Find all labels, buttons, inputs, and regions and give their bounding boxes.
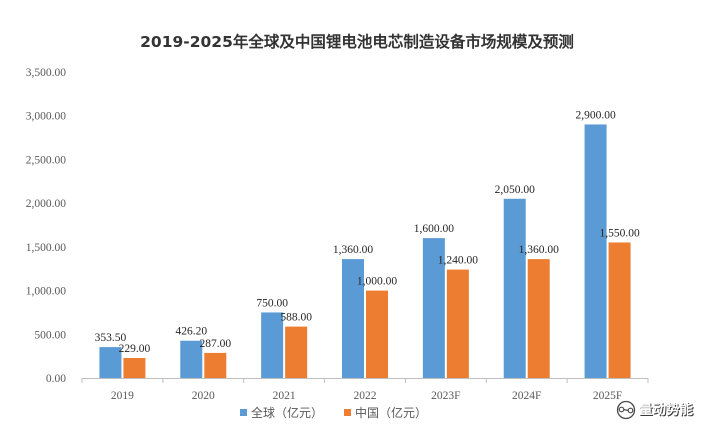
data-label-china: 1,240.00 (438, 255, 479, 267)
y-tick-label: 3,500.00 (26, 67, 67, 79)
bar-china (608, 242, 631, 378)
y-tick-label: 1,000.00 (26, 286, 67, 298)
data-label-global: 1,360.00 (333, 244, 374, 256)
data-label-global: 426.20 (175, 326, 207, 338)
x-tick-label: 2019 (111, 390, 134, 402)
data-label-china: 588.00 (280, 312, 312, 324)
y-tick-label: 2,000.00 (26, 198, 67, 210)
watermark-text: 量动势能 (639, 401, 693, 418)
data-label-china: 1,360.00 (519, 244, 560, 256)
data-label-china: 1,000.00 (357, 276, 398, 288)
watermark-text-shadow: 量动势能 (640, 402, 694, 419)
bar-global (180, 340, 203, 378)
data-label-global: 2,050.00 (495, 184, 536, 196)
bar-china (446, 269, 469, 378)
bar-china (204, 352, 227, 378)
watermark: 量动势能 量动势能 (616, 400, 694, 420)
bar-china (527, 259, 550, 378)
data-label-china: 287.00 (199, 338, 231, 350)
x-tick-label: 2025F (593, 390, 622, 402)
legend-swatch (240, 409, 247, 416)
y-tick-label: 3,000.00 (26, 111, 67, 123)
wechat-icon (616, 400, 636, 420)
legend-label: 中国（亿元） (355, 405, 427, 420)
y-tick-label: 2,500.00 (26, 154, 67, 166)
y-tick-label: 500.00 (34, 329, 66, 341)
data-label-global: 1,600.00 (414, 223, 455, 235)
bar-global (422, 238, 445, 378)
data-label-china: 1,550.00 (599, 227, 640, 239)
data-label-global: 353.50 (95, 332, 127, 344)
x-tick-label: 2021 (273, 390, 296, 402)
bar-china (285, 326, 308, 378)
chart-title: 2019-2025年全球及中国锂电池电芯制造设备市场规模及预测 (140, 32, 574, 51)
bar-china (123, 357, 146, 378)
data-labels: 353.50 426.20 750.00 1,360.00 1,600.00 2,050.… (95, 109, 640, 355)
x-tick-label: 2023F (431, 390, 460, 402)
data-label-china: 229.00 (119, 343, 151, 355)
x-tick-label: 2022 (354, 390, 377, 402)
bars (99, 124, 631, 378)
y-tick-label: 0.00 (46, 373, 66, 385)
bar-global (342, 259, 364, 378)
bar-global (99, 347, 122, 378)
x-axis: 2019 2020 2021 2022 2023F 2024F 2025F (81, 378, 649, 402)
bar-global (584, 124, 607, 378)
legend-swatch (344, 409, 351, 416)
y-tick-label: 1,500.00 (26, 242, 67, 254)
data-label-global: 750.00 (256, 297, 288, 309)
bar-global (503, 198, 526, 378)
data-label-global: 2,900.00 (575, 109, 616, 121)
legend: 全球（亿元） 中国（亿元） (240, 405, 427, 420)
bar-global (261, 312, 284, 378)
x-tick-label: 2024F (512, 390, 541, 402)
y-axis: 0.00 500.00 1,000.00 1,500.00 2,000.00 2,500.… (26, 67, 67, 385)
legend-label: 全球（亿元） (251, 405, 323, 420)
bar-china (366, 290, 388, 378)
x-tick-label: 2020 (192, 390, 215, 402)
